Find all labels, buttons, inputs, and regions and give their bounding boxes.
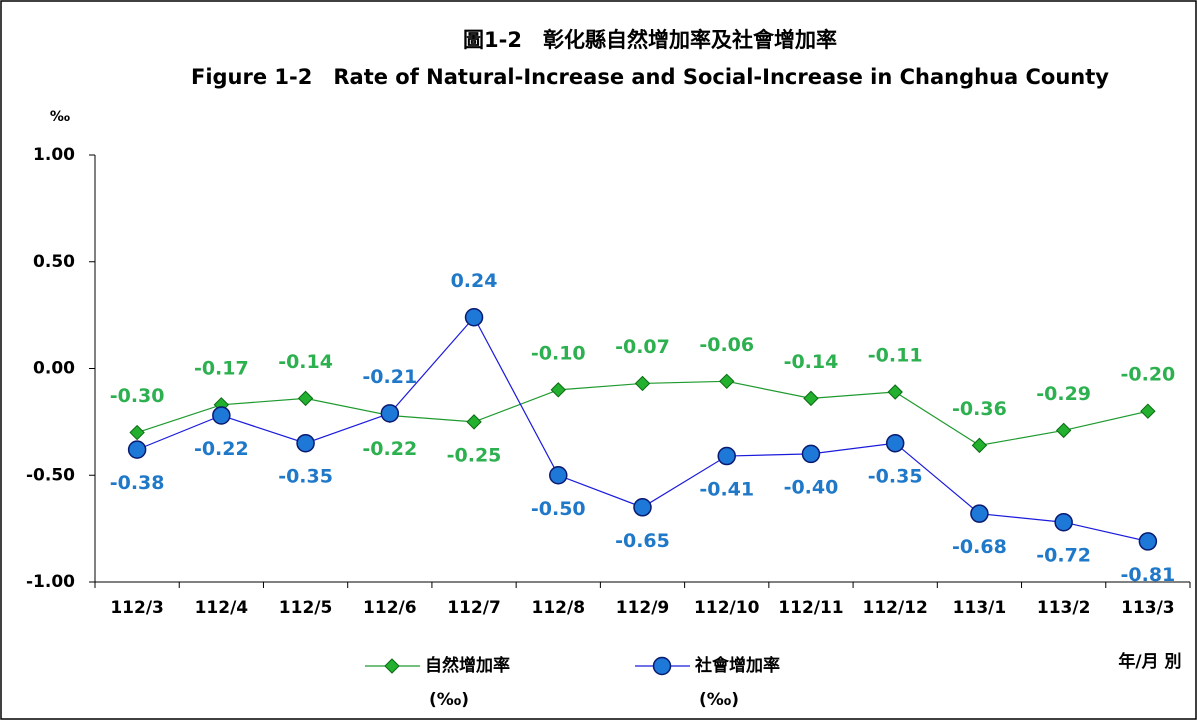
point [633, 498, 652, 517]
x-tick-label: 112/4 [195, 598, 249, 618]
data-label: -0.65 [615, 530, 670, 552]
y-tick-label: 0.50 [33, 252, 75, 272]
x-tick-label: 112/6 [363, 598, 417, 618]
point [1054, 512, 1073, 532]
data-label: -0.41 [699, 479, 754, 501]
y-tick-label: -0.50 [26, 465, 75, 485]
data-label: -0.36 [952, 398, 1007, 420]
x-tick-label: 113/2 [1037, 598, 1091, 618]
data-label: -0.22 [194, 438, 249, 460]
data-label: -0.30 [110, 385, 165, 407]
x-axis-label: 年/月 別 [1118, 651, 1181, 672]
data-label: -0.10 [531, 342, 586, 364]
data-label: -0.38 [110, 472, 165, 494]
legend-marker [652, 656, 672, 676]
point [971, 437, 988, 454]
point [380, 404, 400, 423]
point [129, 424, 145, 441]
point [885, 433, 905, 453]
data-label: -0.81 [1121, 564, 1176, 586]
point [466, 414, 482, 430]
chart-title: 圖1-2 彰化縣自然增加率及社會增加率 [463, 28, 837, 52]
point [1140, 403, 1156, 419]
point [717, 446, 736, 466]
data-label: -0.06 [699, 334, 754, 356]
data-label: -0.20 [1121, 364, 1176, 386]
point [887, 384, 903, 400]
x-tick-label: 112/10 [694, 598, 760, 618]
point [127, 440, 147, 459]
x-tick-label: 113/3 [1121, 598, 1175, 618]
data-label: -0.25 [447, 444, 502, 466]
x-tick-label: 112/7 [447, 598, 501, 618]
point [550, 382, 566, 398]
x-tick-label: 113/1 [953, 598, 1007, 618]
y-tick-label: -1.00 [26, 572, 75, 592]
legend-marker [384, 658, 400, 674]
data-label: -0.14 [278, 351, 333, 373]
point [634, 375, 651, 392]
legend-label: 自然增加率(‰) [425, 655, 510, 710]
point [464, 308, 484, 327]
y-unit: ‰ [50, 109, 70, 125]
x-tick-label: 112/5 [279, 598, 333, 618]
chart-subtitle: Figure 1-2 Rate of Natural-Increase and … [190, 65, 1109, 89]
data-label: 0.24 [451, 270, 498, 292]
point [970, 504, 989, 523]
data-label: -0.35 [278, 466, 333, 488]
point [296, 433, 315, 453]
point [719, 373, 735, 390]
y-tick-label: 0.00 [33, 359, 75, 379]
titles: 圖1-2 彰化縣自然增加率及社會增加率 Figure 1-2 Rate of N… [190, 22, 1110, 96]
data-label: -0.07 [615, 336, 670, 358]
data-label: -0.50 [531, 498, 586, 520]
x-tick-label: 112/9 [616, 598, 670, 618]
data-label: -0.29 [1036, 383, 1091, 405]
point [803, 390, 819, 407]
data-label: -0.11 [868, 344, 923, 366]
y-tick-label: 1.00 [33, 145, 75, 165]
x-tick-label: 112/3 [110, 598, 164, 618]
data-label: -0.40 [784, 476, 839, 498]
data-label: -0.68 [952, 536, 1007, 558]
point [212, 406, 231, 425]
data-label: -0.17 [194, 357, 249, 379]
x-tick-label: 112/11 [778, 598, 843, 618]
data-label: -0.35 [868, 466, 923, 488]
point [801, 444, 821, 464]
data-label: -0.22 [362, 438, 417, 460]
legend-label: 社會增加率(‰) [694, 655, 780, 710]
point [1055, 422, 1072, 439]
x-tick-label: 112/12 [863, 598, 928, 618]
point [297, 390, 314, 407]
data-label: -0.21 [362, 366, 417, 388]
data-label: -0.72 [1036, 545, 1091, 567]
point [1138, 532, 1158, 551]
data-label: -0.14 [784, 351, 839, 373]
x-tick-label: 112/8 [532, 598, 586, 618]
point [549, 466, 568, 485]
